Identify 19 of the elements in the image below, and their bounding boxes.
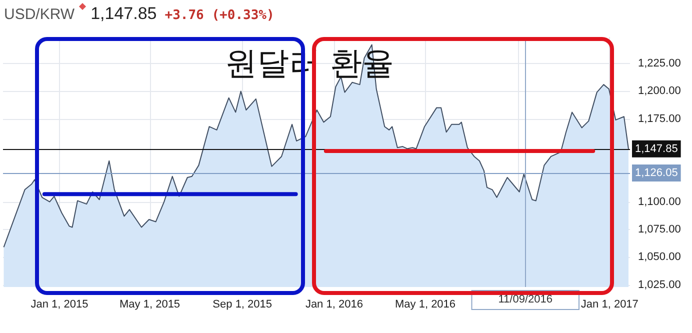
y-tick-label: 1,175.00 [638,112,681,125]
y-tick-label: 1,200.00 [638,85,681,98]
y-tick-label: 1,050.00 [638,251,681,264]
text: 1,147.85 [90,4,157,23]
y-tick-label: 1,100.00 [638,196,681,208]
x-tick-label: May 1, 2016 [394,298,456,310]
chart-subtitle: USD/KRW [4,6,75,23]
y-tick-label: 1,025.00 [638,278,681,291]
y-tick-label: 1,225.00 [638,58,681,70]
ref-line-label: 1,126.05 [635,167,678,180]
x-tick-label: Jan 1, 2016 [305,298,363,310]
y-tick-label: 1,075.00 [638,223,681,236]
x-tick-label: Jan 1, 2015 [30,298,88,310]
ref-line-label: 11/09/2016 [498,294,552,306]
x-tick-label: May 1, 2015 [120,298,180,310]
x-tick-label: Sep 1, 2015 [212,298,272,310]
text: +3.76 (+0.33%) [164,8,274,23]
x-tick-label: Jan 1, 2017 [580,298,638,310]
ref-line-label: 1,147.85 [635,142,678,155]
